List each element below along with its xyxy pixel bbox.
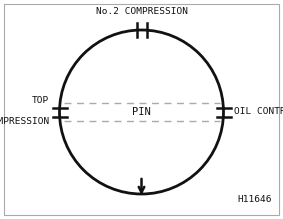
Text: COMPRESSION: COMPRESSION <box>0 117 50 126</box>
Text: No.2 COMPRESSION: No.2 COMPRESSION <box>95 7 188 16</box>
Text: H11646: H11646 <box>238 194 272 203</box>
Text: PIN: PIN <box>132 107 151 117</box>
Text: OIL CONTROL: OIL CONTROL <box>233 108 283 117</box>
Text: TOP: TOP <box>32 96 50 105</box>
